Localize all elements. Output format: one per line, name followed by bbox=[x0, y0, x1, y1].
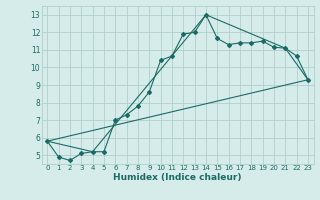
X-axis label: Humidex (Indice chaleur): Humidex (Indice chaleur) bbox=[113, 173, 242, 182]
